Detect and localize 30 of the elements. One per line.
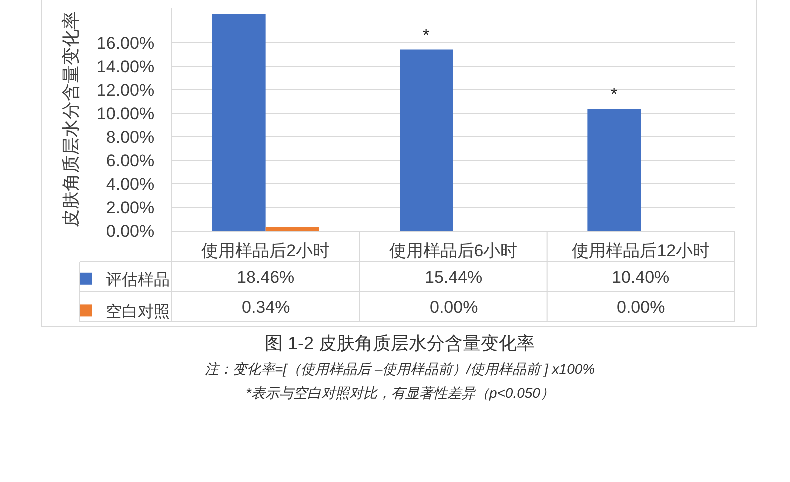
data-label: 18.46%: [237, 268, 295, 287]
text: 图 1-2 皮肤角质层水分含量变化率: [264, 333, 536, 354]
y-tick-label: 2.00%: [106, 198, 155, 218]
data-label: 10.40%: [612, 268, 670, 287]
y-tick-label: 8.00%: [106, 128, 155, 148]
legend-label: 评估样品: [106, 271, 170, 290]
y-tick-label: 16.00%: [96, 34, 155, 54]
y-tick-label: 14.00%: [96, 58, 155, 77]
y-tick-label: 10.00%: [96, 104, 155, 124]
x-tick-label: 使用样品后6小时: [389, 241, 518, 260]
y-tick-label: 4.00%: [106, 175, 155, 194]
bar: [212, 14, 266, 231]
x-tick-label: 使用样品后2小时: [202, 241, 330, 260]
x-tick-label: 使用样品后12小时: [572, 241, 710, 260]
text: 注：变化率=[（使用样品后 –使用样品前）/使用样品前 ] x100%: [205, 361, 596, 377]
y-tick-label: 12.00%: [96, 81, 155, 100]
data-label: 15.44%: [425, 268, 483, 287]
data-label: 0.00%: [430, 298, 478, 317]
text: *表示与空白对照对比，有显著性差异（p<0.050）: [246, 385, 554, 401]
bar: [588, 108, 642, 231]
annotation: *: [423, 26, 430, 45]
data-label: 0.00%: [617, 298, 666, 317]
y-tick-label: 0.00%: [106, 222, 155, 241]
annotation: *: [611, 85, 618, 104]
legend-label: 空白对照: [106, 302, 170, 321]
y-axis-title: 皮肤角质层水分含量变化率: [61, 12, 82, 228]
y-tick-label: 6.00%: [106, 152, 155, 171]
data-label: 0.34%: [242, 298, 290, 317]
bar: [400, 50, 454, 231]
bar: [266, 227, 320, 231]
